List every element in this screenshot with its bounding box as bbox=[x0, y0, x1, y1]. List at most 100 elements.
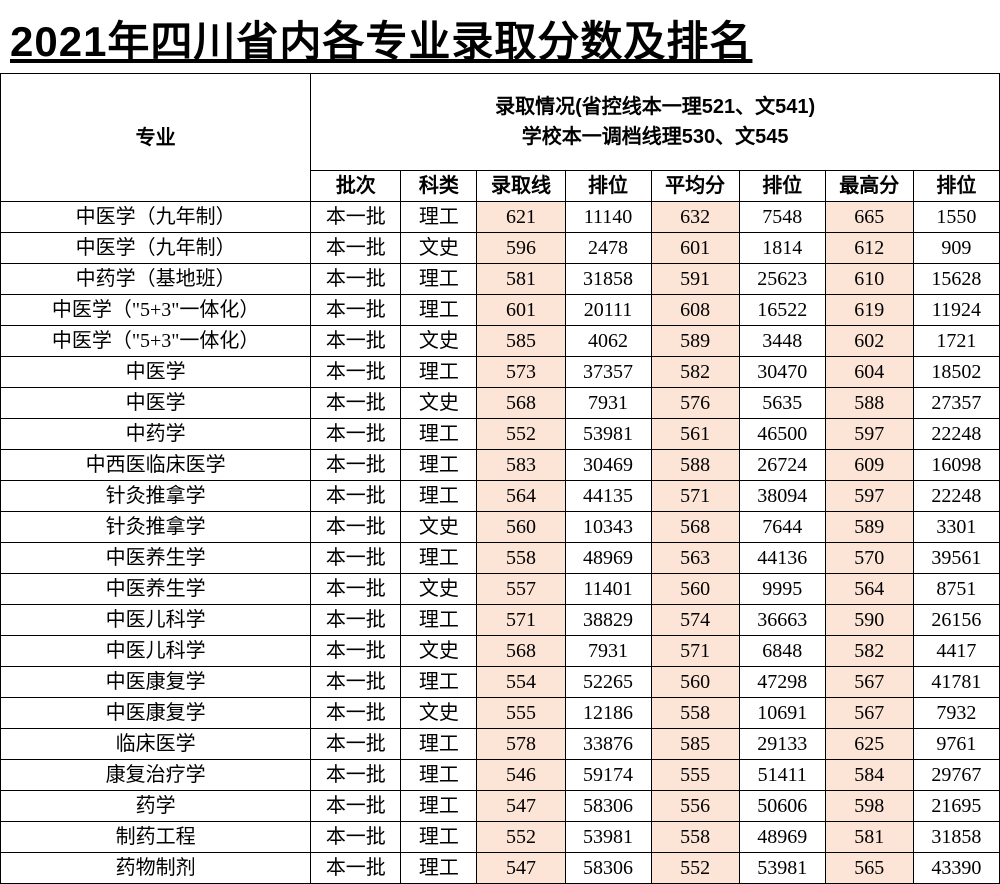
table-cell: 3301 bbox=[913, 512, 999, 543]
table-cell: 571 bbox=[651, 481, 739, 512]
table-cell: 33876 bbox=[565, 729, 651, 760]
header-col-max: 最高分 bbox=[825, 171, 913, 202]
table-cell: 36663 bbox=[739, 605, 825, 636]
table-cell: 22248 bbox=[913, 419, 999, 450]
table-cell: 619 bbox=[825, 295, 913, 326]
table-cell: 理工 bbox=[401, 822, 477, 853]
table-row: 药物制剂本一批理工547583065525398156543390 bbox=[1, 853, 1000, 884]
table-cell: 552 bbox=[651, 853, 739, 884]
header-col-rank2: 排位 bbox=[739, 171, 825, 202]
table-cell: 12186 bbox=[565, 698, 651, 729]
table-cell: 43390 bbox=[913, 853, 999, 884]
table-cell: 文史 bbox=[401, 233, 477, 264]
table-row: 中药学本一批理工552539815614650059722248 bbox=[1, 419, 1000, 450]
table-cell: 591 bbox=[651, 264, 739, 295]
table-cell: 文史 bbox=[401, 698, 477, 729]
header-major: 专业 bbox=[1, 74, 311, 202]
table-cell: 556 bbox=[651, 791, 739, 822]
table-row: 中医学本一批理工573373575823047060418502 bbox=[1, 357, 1000, 388]
table-cell: 本一批 bbox=[311, 264, 401, 295]
table-cell: 632 bbox=[651, 202, 739, 233]
table-cell: 31858 bbox=[913, 822, 999, 853]
table-cell: 561 bbox=[651, 419, 739, 450]
table-cell: 596 bbox=[477, 233, 565, 264]
table-cell: 601 bbox=[651, 233, 739, 264]
table-cell: 针灸推拿学 bbox=[1, 512, 311, 543]
table-cell: 本一批 bbox=[311, 636, 401, 667]
table-cell: 555 bbox=[651, 760, 739, 791]
table-cell: 中药学 bbox=[1, 419, 311, 450]
table-cell: 文史 bbox=[401, 512, 477, 543]
table-cell: 567 bbox=[825, 667, 913, 698]
table-cell: 4062 bbox=[565, 326, 651, 357]
table-row: 中医养生学本一批文史5571140156099955648751 bbox=[1, 574, 1000, 605]
table-cell: 制药工程 bbox=[1, 822, 311, 853]
table-cell: 29767 bbox=[913, 760, 999, 791]
table-row: 中药学（基地班）本一批理工581318585912562361015628 bbox=[1, 264, 1000, 295]
table-row: 康复治疗学本一批理工546591745555141158429767 bbox=[1, 760, 1000, 791]
table-cell: 585 bbox=[651, 729, 739, 760]
table-cell: 584 bbox=[825, 760, 913, 791]
table-cell: 理工 bbox=[401, 729, 477, 760]
table-cell: 558 bbox=[477, 543, 565, 574]
table-cell: 16098 bbox=[913, 450, 999, 481]
table-cell: 中医养生学 bbox=[1, 574, 311, 605]
table-cell: 理工 bbox=[401, 481, 477, 512]
table-row: 针灸推拿学本一批理工564441355713809459722248 bbox=[1, 481, 1000, 512]
table-cell: 589 bbox=[825, 512, 913, 543]
table-cell: 本一批 bbox=[311, 574, 401, 605]
table-cell: 7931 bbox=[565, 388, 651, 419]
table-cell: 中医康复学 bbox=[1, 667, 311, 698]
table-cell: 本一批 bbox=[311, 450, 401, 481]
table-cell: 中医儿科学 bbox=[1, 636, 311, 667]
table-row: 中医养生学本一批理工558489695634413657039561 bbox=[1, 543, 1000, 574]
table-cell: 理工 bbox=[401, 605, 477, 636]
table-cell: 59174 bbox=[565, 760, 651, 791]
table-row: 针灸推拿学本一批文史5601034356876445893301 bbox=[1, 512, 1000, 543]
table-cell: 11924 bbox=[913, 295, 999, 326]
table-cell: 625 bbox=[825, 729, 913, 760]
table-cell: 中医养生学 bbox=[1, 543, 311, 574]
table-cell: 47298 bbox=[739, 667, 825, 698]
table-cell: 中医学（九年制） bbox=[1, 233, 311, 264]
table-cell: 581 bbox=[477, 264, 565, 295]
table-cell: 39561 bbox=[913, 543, 999, 574]
table-cell: 560 bbox=[477, 512, 565, 543]
table-cell: 598 bbox=[825, 791, 913, 822]
table-cell: 本一批 bbox=[311, 698, 401, 729]
table-cell: 567 bbox=[825, 698, 913, 729]
table-cell: 10343 bbox=[565, 512, 651, 543]
table-cell: 理工 bbox=[401, 760, 477, 791]
table-cell: 554 bbox=[477, 667, 565, 698]
table-cell: 612 bbox=[825, 233, 913, 264]
table-cell: 558 bbox=[651, 698, 739, 729]
table-cell: 1814 bbox=[739, 233, 825, 264]
table-cell: 601 bbox=[477, 295, 565, 326]
table-row: 中医学（"5+3"一体化）本一批理工6012011160816522619119… bbox=[1, 295, 1000, 326]
table-cell: 临床医学 bbox=[1, 729, 311, 760]
table-cell: 26724 bbox=[739, 450, 825, 481]
table-cell: 552 bbox=[477, 822, 565, 853]
table-cell: 本一批 bbox=[311, 357, 401, 388]
table-cell: 560 bbox=[651, 574, 739, 605]
table-cell: 597 bbox=[825, 419, 913, 450]
table-cell: 610 bbox=[825, 264, 913, 295]
table-row: 中医康复学本一批文史55512186558106915677932 bbox=[1, 698, 1000, 729]
table-row: 制药工程本一批理工552539815584896958131858 bbox=[1, 822, 1000, 853]
table-cell: 665 bbox=[825, 202, 913, 233]
table-row: 中医康复学本一批理工554522655604729856741781 bbox=[1, 667, 1000, 698]
table-cell: 564 bbox=[477, 481, 565, 512]
header-col-rank1: 排位 bbox=[565, 171, 651, 202]
table-cell: 本一批 bbox=[311, 295, 401, 326]
table-cell: 22248 bbox=[913, 481, 999, 512]
table-cell: 7932 bbox=[913, 698, 999, 729]
table-cell: 1550 bbox=[913, 202, 999, 233]
table-cell: 570 bbox=[825, 543, 913, 574]
table-cell: 9995 bbox=[739, 574, 825, 605]
table-cell: 571 bbox=[477, 605, 565, 636]
table-row: 中西医临床医学本一批理工583304695882672460916098 bbox=[1, 450, 1000, 481]
table-cell: 597 bbox=[825, 481, 913, 512]
table-cell: 568 bbox=[477, 636, 565, 667]
table-cell: 理工 bbox=[401, 419, 477, 450]
table-cell: 本一批 bbox=[311, 791, 401, 822]
